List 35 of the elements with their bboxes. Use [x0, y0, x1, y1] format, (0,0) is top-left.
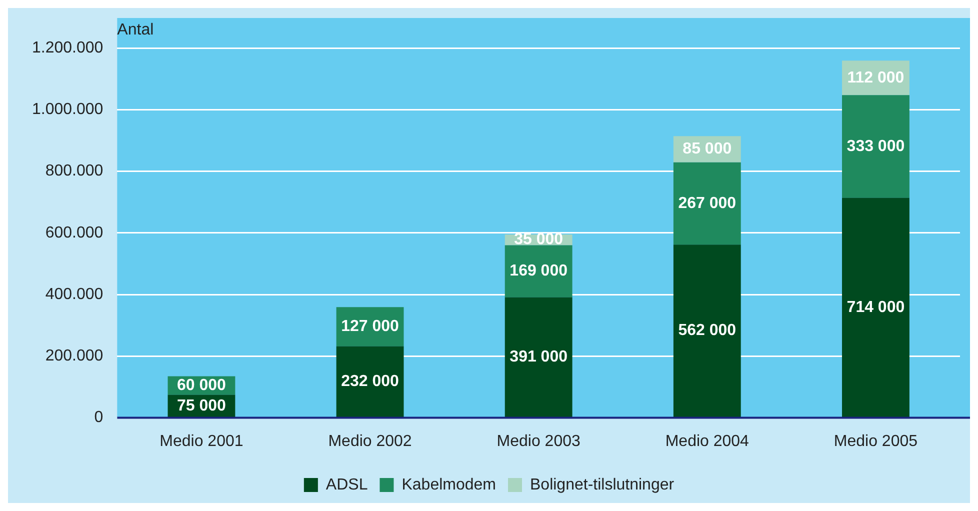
- y-tick-label: 400.000: [45, 286, 104, 303]
- bar: [842, 198, 910, 418]
- data-label: 232 000: [341, 373, 400, 390]
- data-label: 391 000: [510, 348, 568, 366]
- data-label: 85 000: [682, 140, 732, 158]
- y-tick-label: 0: [94, 409, 104, 426]
- legend-label: Kabelmodem: [402, 476, 496, 494]
- data-label: 333 000: [846, 138, 905, 155]
- bar: [673, 162, 741, 245]
- data-label: 75 000: [176, 397, 226, 414]
- data-label: 169 000: [510, 262, 568, 280]
- legend-label: Bolignet-tilslutninger: [530, 476, 675, 494]
- data-label: 112 000: [847, 69, 904, 86]
- bar: [842, 95, 910, 198]
- x-tick-label: Medio 2004: [665, 432, 750, 450]
- y-tick-label: 200.000: [45, 348, 104, 365]
- data-label: 127 000: [341, 318, 400, 336]
- data-label: 267 000: [678, 194, 736, 212]
- bar: [336, 346, 404, 418]
- x-tick-label: Medio 2005: [834, 432, 918, 450]
- legend-label: ADSL: [326, 476, 368, 494]
- y-tick-label: 1.000.000: [32, 101, 104, 118]
- data-label: 562 000: [678, 322, 736, 340]
- y-tick-label: 1.200.000: [32, 39, 104, 56]
- bar: [504, 297, 572, 418]
- bar: [673, 244, 741, 418]
- data-label: 60 000: [176, 376, 226, 394]
- x-tick-label: Medio 2003: [496, 432, 580, 450]
- y-tick-label: 600.000: [45, 224, 104, 242]
- data-label: 714 000: [846, 298, 905, 316]
- y-axis-title: Antal: [117, 21, 154, 38]
- x-tick-label: Medio 2001: [160, 432, 244, 450]
- bar: [504, 245, 572, 298]
- x-tick-label: Medio 2002: [328, 432, 412, 450]
- y-tick-label: 800.000: [45, 162, 104, 180]
